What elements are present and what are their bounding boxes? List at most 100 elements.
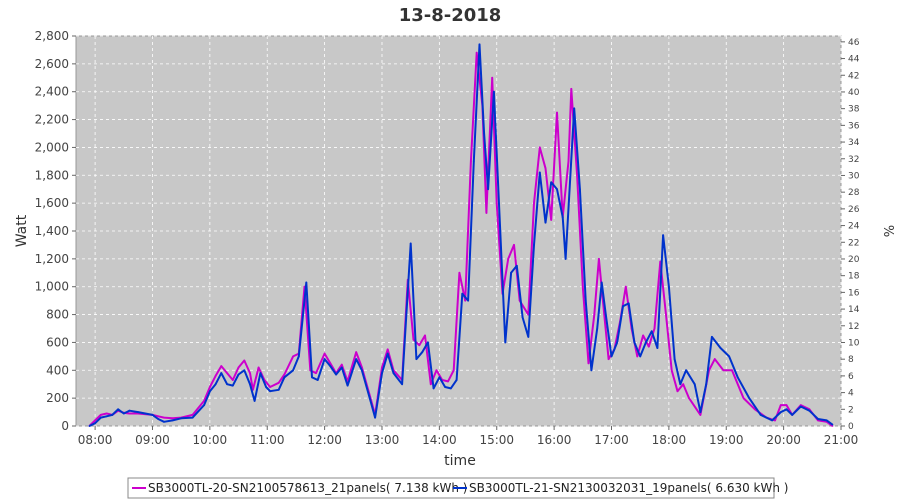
data-point [627, 302, 630, 305]
chart-title: 13-8-2018 [399, 5, 502, 26]
y-tick-label: 200 [46, 391, 69, 405]
data-point [538, 171, 541, 174]
y-tick-label: 2,000 [35, 140, 69, 154]
data-point [507, 258, 510, 260]
y2-tick-label: 0 [848, 422, 854, 432]
data-point [435, 369, 438, 372]
x-tick-label: 14:00 [422, 433, 457, 447]
data-point [432, 387, 435, 390]
y2-tick-label: 22 [848, 238, 859, 248]
data-point [191, 414, 194, 416]
data-point [392, 372, 395, 374]
x-tick-label: 21:00 [824, 433, 859, 447]
data-point [292, 369, 294, 372]
data-point [650, 330, 653, 333]
data-point [600, 281, 603, 284]
data-point [808, 409, 811, 412]
data-point [570, 88, 573, 90]
data-point [665, 313, 667, 316]
data-point [180, 417, 183, 420]
data-point [550, 181, 553, 184]
data-point [137, 411, 140, 413]
y-tick-label: 1,400 [35, 224, 69, 238]
data-point [249, 372, 251, 374]
x-tick-label: 13:00 [365, 433, 400, 447]
data-point [527, 336, 530, 338]
data-point [323, 352, 326, 355]
data-point [699, 414, 702, 416]
y2-tick-label: 28 [848, 188, 860, 198]
data-point [311, 376, 313, 379]
y-tick-label: 2,800 [35, 29, 69, 43]
data-point [495, 202, 498, 205]
data-point [220, 365, 223, 367]
data-point [639, 355, 642, 358]
series-group [88, 43, 834, 427]
data-point [711, 336, 713, 338]
data-point [157, 418, 160, 420]
y2-tick-label: 26 [848, 205, 860, 215]
data-point [533, 244, 535, 246]
data-point [817, 418, 819, 420]
data-point [475, 51, 478, 54]
data-point [415, 358, 418, 360]
data-point [455, 379, 458, 381]
data-point [259, 372, 262, 374]
data-point [656, 347, 659, 349]
data-point [438, 376, 441, 379]
x-axis: 08:00 09:00 10:00 11:00 12:00 13:00 14:00 15:00… [78, 426, 858, 447]
data-point [355, 351, 358, 354]
data-point [825, 419, 828, 422]
data-point [461, 292, 464, 295]
data-point [647, 345, 650, 348]
data-point [598, 258, 600, 260]
data-point [584, 299, 587, 302]
data-point [498, 216, 501, 219]
x-tick-label: 19:00 [709, 433, 744, 447]
legend-box [127, 477, 775, 499]
data-point [243, 359, 246, 362]
data-point [209, 386, 211, 388]
data-point [636, 355, 639, 358]
data-point [329, 365, 332, 367]
data-point [381, 366, 383, 369]
data-point [269, 390, 271, 393]
data-point [624, 285, 627, 288]
data-point [452, 369, 455, 372]
y-tick-label: 1,800 [35, 168, 69, 182]
data-point [470, 160, 472, 163]
data-point [673, 358, 676, 360]
y2-tick-label: 4 [848, 389, 854, 399]
data-point [728, 355, 730, 358]
data-point [315, 372, 317, 374]
data-point [346, 384, 349, 387]
data-point [381, 372, 383, 374]
y-tick-label: 0 [61, 419, 69, 433]
data-point [447, 380, 449, 383]
x-tick-label: 17:00 [594, 433, 629, 447]
y2-tick-label: 38 [848, 105, 860, 115]
data-point [791, 414, 794, 416]
data-point [493, 90, 495, 93]
data-point [458, 271, 461, 274]
data-point [151, 414, 154, 416]
data-point [779, 411, 782, 413]
data-point [163, 420, 165, 423]
data-point [128, 409, 131, 412]
data-point [831, 425, 834, 427]
data-point [670, 369, 673, 372]
data-point [386, 348, 389, 351]
data-point [722, 369, 725, 372]
y-axis-label: Watt [14, 214, 30, 247]
data-point [111, 414, 114, 416]
y2-tick-label: 12 [848, 322, 859, 332]
data-point [653, 327, 656, 330]
y2-tick-label: 44 [848, 55, 860, 65]
data-point [214, 375, 217, 377]
data-point [491, 76, 494, 79]
y2-tick-label: 34 [848, 138, 860, 148]
y-tick-label: 400 [46, 363, 69, 377]
data-point [596, 327, 599, 330]
y2-tick-label: 46 [848, 38, 860, 48]
series-line-1 [88, 51, 833, 427]
